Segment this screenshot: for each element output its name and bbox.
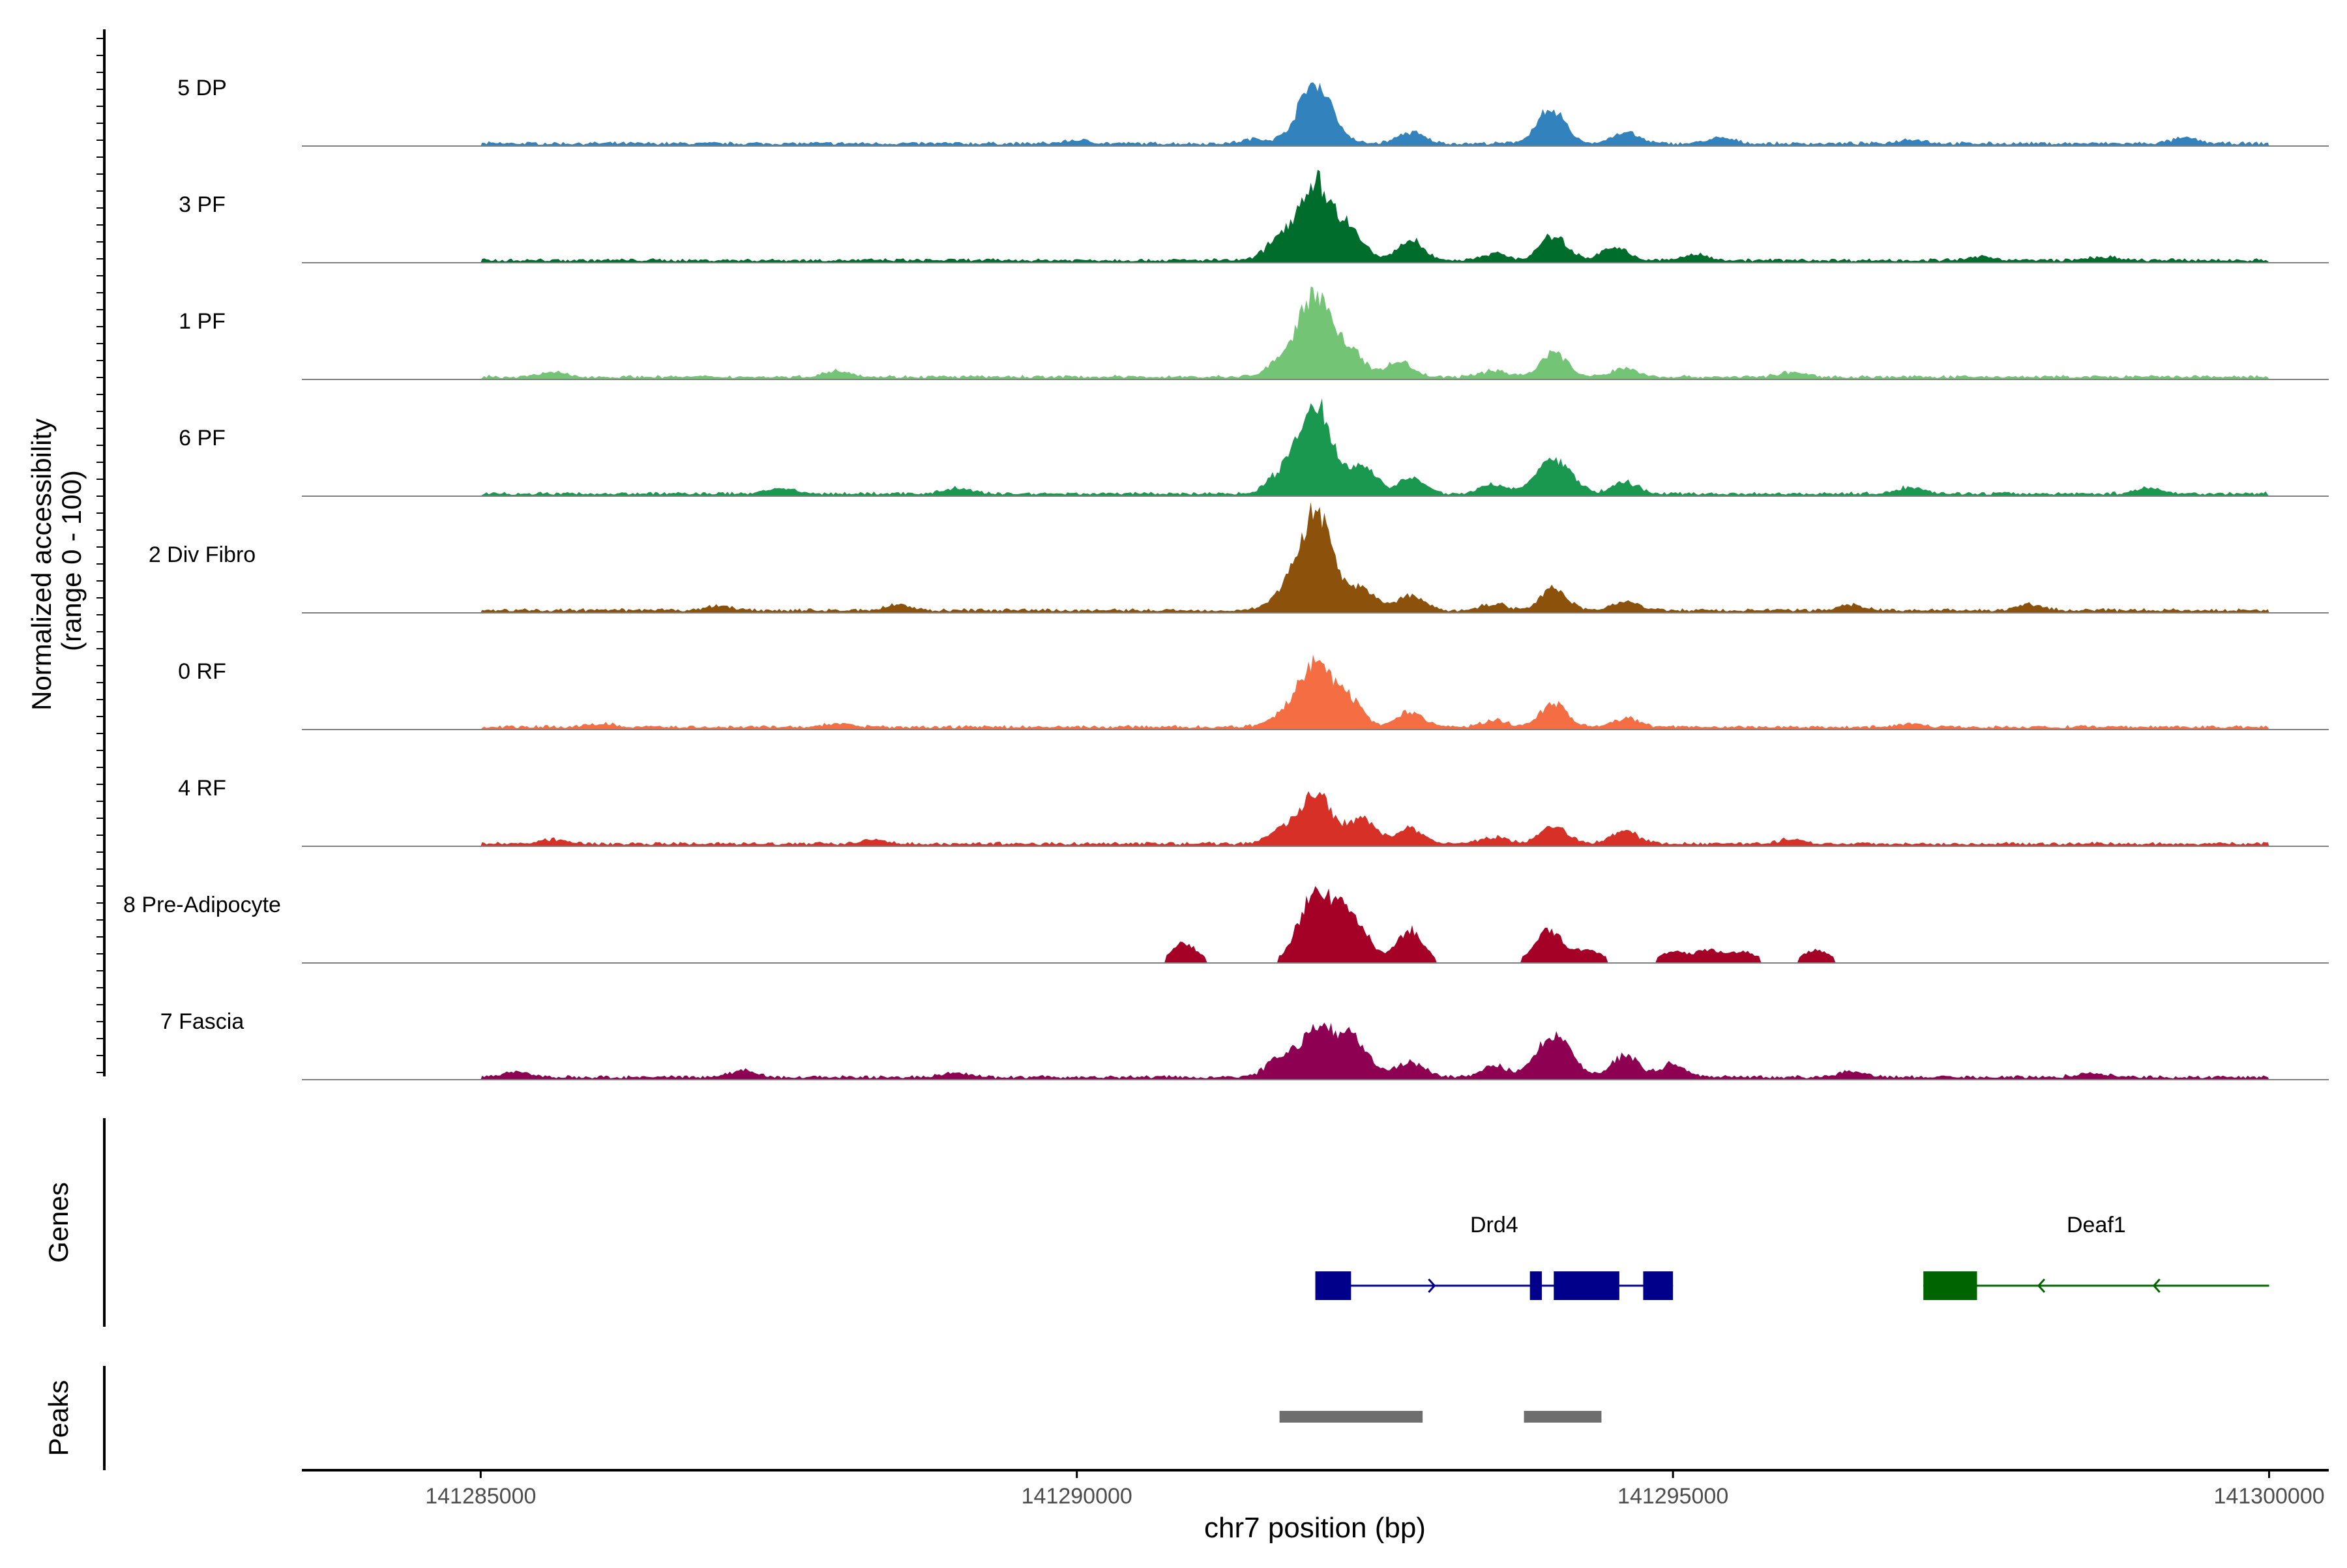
peak-region [1524,1411,1602,1423]
gene-exon [1529,1271,1542,1300]
gene-exon [1315,1271,1351,1300]
x-tick-label: 141300000 [2213,1484,2324,1509]
coverage-y-axis-label-line1: Normalized accessibility [26,419,57,711]
track-label-8-pre-adipocyte: 8 Pre-Adipocyte [123,893,281,917]
gene-annotations: Drd4 Deaf1 [1315,1213,2269,1300]
coverage-area-5-dp [480,82,2269,146]
track-8-pre-adipocyte: 8 Pre-Adipocyte [123,886,2329,964]
strand-arrow [2152,1278,2161,1294]
gene-label: Drd4 [1470,1213,1518,1237]
gene-deaf1: Deaf1 [1923,1213,2269,1300]
x-axis-ticks: 141285000 141290000 141295000 141300000 [425,1470,2325,1509]
coverage-y-axis-label: Normalized accessibility (range 0 - 100) [26,411,87,711]
gene-exon [1923,1271,1977,1300]
track-0-rf: 0 RF [178,655,2329,730]
coverage-area-0-rf [480,655,2269,730]
track-label-5-dp: 5 DP [177,76,227,100]
coverage-area-1-pf [480,286,2269,379]
track-label-7-fascia: 7 Fascia [160,1009,244,1034]
strand-arrow [1428,1278,1436,1294]
track-6-pf: 6 PF [179,398,2329,497]
x-tick-label: 141295000 [1617,1484,1728,1509]
track-label-0-rf: 0 RF [178,659,226,684]
x-tick-label: 141290000 [1022,1484,1132,1509]
x-tick-label: 141285000 [425,1484,536,1509]
gene-label: Deaf1 [2067,1213,2126,1237]
gene-drd4: Drd4 [1315,1213,1674,1300]
track-7-fascia: 7 Fascia [160,1009,2329,1080]
gene-exon [1554,1271,1619,1300]
track-4-rf: 4 RF [178,776,2329,847]
strand-arrow [2037,1278,2046,1294]
track-label-4-rf: 4 RF [178,776,226,801]
x-axis-label: chr7 position (bp) [1204,1512,1426,1544]
gene-exon [1643,1271,1674,1300]
coverage-area-8-pre-adipocyte [480,886,2269,963]
coverage-area-4-rf [480,791,2269,846]
coverage-tracks: 5 DP 3 PF 1 PF 6 PF 2 Div Fibro 0 RF 4 RF 8 Pre… [123,76,2329,1080]
track-2-div-fibro: 2 Div Fibro [149,502,2329,614]
track-label-3-pf: 3 PF [179,192,226,217]
track-label-2-div-fibro: 2 Div Fibro [149,542,256,567]
peaks-panel-label: Peaks [43,1380,74,1457]
coverage-area-7-fascia [480,1022,2269,1080]
peak-region [1279,1411,1423,1423]
track-5-dp: 5 DP [177,76,2329,147]
peak-regions [1279,1411,1602,1423]
track-1-pf: 1 PF [179,286,2329,380]
track-label-1-pf: 1 PF [179,309,226,334]
track-label-6-pf: 6 PF [179,426,226,451]
coverage-y-axis-label-line2: (range 0 - 100) [56,470,87,651]
coverage-area-6-pf [480,398,2269,496]
track-3-pf: 3 PF [179,170,2329,263]
coverage-area-2-div-fibro [480,502,2269,613]
genes-panel-label: Genes [43,1182,74,1263]
coverage-area-3-pf [480,170,2269,263]
coverage-y-axis [96,29,106,1076]
